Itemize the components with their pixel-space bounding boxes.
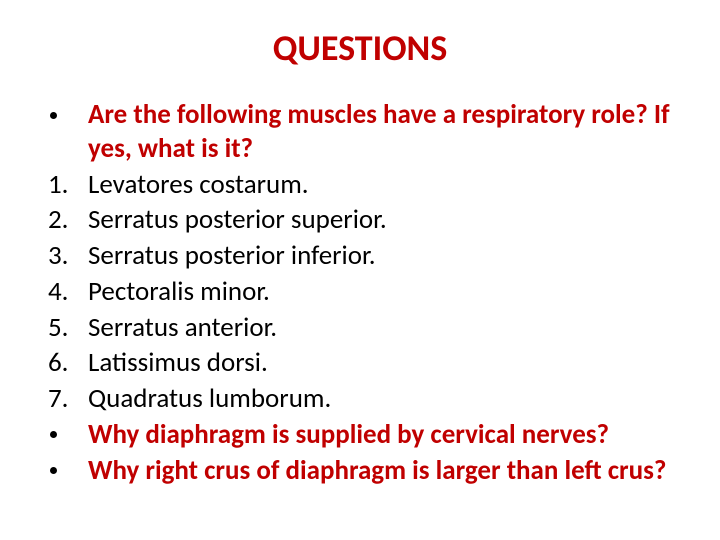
list-item: Why right crus of diaphragm is larger th… [44,454,690,488]
list-item: 7.Quadratus lumborum. [44,382,690,416]
list-item: Why diaphragm is supplied by cervical ne… [44,418,690,452]
list-item: 6.Latissimus dorsi. [44,346,690,380]
bullet-icon [44,454,88,488]
list-item: Are the following muscles have a respira… [44,98,690,166]
list-item-text: Latissimus dorsi. [88,346,690,380]
list-item-text: Serratus posterior superior. [88,203,690,237]
list-item-text: Serratus anterior. [88,311,690,345]
list-item: 2.Serratus posterior superior. [44,203,690,237]
question-list: Are the following muscles have a respira… [30,98,690,487]
list-number: 3. [44,239,88,273]
list-number: 5. [44,311,88,345]
list-item-text: Why right crus of diaphragm is larger th… [88,454,690,488]
bullet-icon [44,418,88,452]
list-number: 6. [44,346,88,380]
list-item-text: Levatores costarum. [88,168,690,202]
list-item-text: Serratus posterior inferior. [88,239,690,273]
list-item-text: Quadratus lumborum. [88,382,690,416]
list-number: 4. [44,275,88,309]
list-item: 3.Serratus posterior inferior. [44,239,690,273]
list-item: 4.Pectoralis minor. [44,275,690,309]
list-item-text: Are the following muscles have a respira… [88,98,690,166]
slide-container: { "title": { "text": "QUESTIONS", "color… [0,0,720,540]
list-number: 7. [44,382,88,416]
list-number: 1. [44,168,88,202]
list-number: 2. [44,203,88,237]
list-item-text: Pectoralis minor. [88,275,690,309]
bullet-icon [44,98,88,132]
list-item-text: Why diaphragm is supplied by cervical ne… [88,418,690,452]
list-item: 5.Serratus anterior. [44,311,690,345]
slide-title: QUESTIONS [30,26,690,70]
list-item: 1.Levatores costarum. [44,168,690,202]
